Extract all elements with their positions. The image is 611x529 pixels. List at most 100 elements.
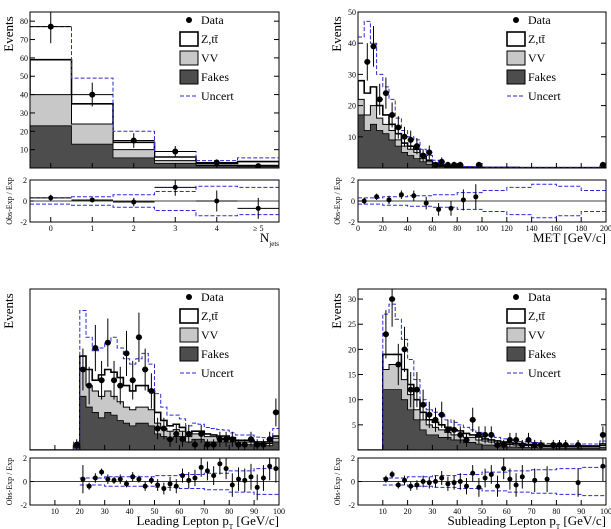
data-point — [469, 416, 476, 423]
ratio-point — [600, 463, 606, 469]
ratio-point — [383, 476, 389, 482]
x-tick-label: 40 — [453, 507, 461, 516]
data-point — [457, 431, 464, 438]
ratio-point — [386, 197, 392, 203]
x-tick-label: 40 — [126, 507, 134, 516]
x-tick-label: 70 — [200, 507, 208, 516]
ratio-point — [167, 481, 173, 487]
data-point — [506, 436, 513, 443]
data-point — [254, 441, 261, 448]
ratio-point — [155, 482, 161, 488]
legend-fakes-swatch — [179, 69, 199, 85]
data-point — [599, 431, 606, 438]
ratio-point — [273, 466, 279, 472]
ratio-point — [214, 198, 220, 204]
legend-label-uncert: Uncert — [528, 366, 561, 380]
ratio-point — [501, 466, 507, 472]
ratio-point — [229, 482, 235, 488]
ratio-band-lower — [358, 203, 606, 219]
data-point — [123, 350, 130, 357]
ratio-point — [267, 463, 273, 469]
ratio-point — [223, 466, 229, 472]
x-axis-label: Njets — [260, 230, 279, 248]
y-tick-label: 10 — [348, 396, 356, 405]
ratio-tick-label: 2 — [351, 454, 355, 463]
legend-label-total: Z,tt̄ — [201, 32, 219, 46]
y-tick-label: 20 — [348, 102, 356, 111]
data-point — [382, 331, 389, 338]
ratio-point — [254, 484, 260, 490]
data-point — [47, 23, 54, 30]
legend-label-data: Data — [201, 290, 224, 304]
data-point — [525, 436, 532, 443]
ratio-point — [92, 475, 98, 481]
ratio-point — [186, 477, 192, 483]
data-point — [537, 441, 544, 448]
data-point — [432, 416, 439, 423]
ratio-point — [420, 479, 426, 484]
y-tick-label: 20 — [348, 345, 356, 354]
ratio-point — [532, 477, 538, 483]
ratio-point — [136, 476, 142, 482]
data-point — [426, 411, 433, 418]
legend-fakes-swatch — [179, 346, 199, 362]
data-point — [475, 431, 482, 438]
y-tick-label: 5 — [352, 421, 356, 430]
fakes-histogram — [358, 389, 606, 450]
data-point — [463, 436, 470, 443]
data-point — [457, 161, 464, 168]
ratio-point — [398, 192, 404, 198]
x-tick-label: 4 — [215, 224, 219, 233]
ratio-plot-area — [358, 183, 606, 219]
data-point — [451, 161, 458, 168]
y-tick-label: 60 — [20, 54, 28, 63]
legend-data-marker — [513, 294, 519, 300]
data-point — [575, 441, 582, 448]
ratio-point — [470, 470, 476, 476]
legend-fakes-swatch — [506, 69, 526, 85]
legend-vv-swatch — [179, 50, 199, 66]
x-tick-label: 50 — [478, 507, 486, 516]
x-tick-label: 70 — [528, 507, 536, 516]
data-point — [401, 133, 408, 140]
legend-label-vv: VV — [528, 328, 546, 342]
ratio-point — [457, 479, 463, 484]
legend-label-data: Data — [528, 290, 551, 304]
x-tick-label: 60 — [175, 507, 183, 516]
data-point — [389, 111, 396, 118]
data-point — [216, 436, 223, 443]
ratio-tick-label: -2 — [348, 501, 355, 510]
ratio-tick-label: -2 — [348, 218, 355, 227]
x-tick-label: 60 — [503, 507, 511, 516]
data-point — [179, 436, 186, 443]
ratio-point — [105, 476, 111, 482]
ratio-point — [99, 469, 105, 475]
data-point — [210, 441, 217, 448]
legend-vv-swatch — [506, 50, 526, 66]
x-axis-label: Subleading Lepton pT [GeV/c] — [448, 513, 606, 529]
y-tick-label: 80 — [20, 17, 28, 26]
ratio-point — [148, 477, 154, 483]
ratio-point — [89, 197, 95, 203]
data-point — [73, 441, 80, 448]
data-point — [550, 441, 557, 448]
ratio-point — [575, 480, 581, 486]
legend-label-vv: VV — [201, 328, 219, 342]
ratio-plot-area — [30, 458, 279, 501]
data-point — [475, 161, 482, 168]
ratio-tick-label: -2 — [20, 218, 27, 227]
ratio-point — [414, 482, 420, 488]
ratio-band-upper — [79, 468, 279, 479]
data-point — [382, 90, 389, 97]
data-point — [173, 430, 180, 437]
legend-label-data: Data — [201, 13, 224, 27]
data-point — [241, 441, 248, 448]
data-point — [562, 441, 569, 448]
ratio-point — [117, 476, 123, 482]
y-tick-label: 15 — [348, 371, 356, 380]
ratio-point — [192, 475, 198, 481]
y-axis-label: Events — [1, 16, 16, 51]
data-point — [185, 430, 192, 437]
x-axis-label: Leading Lepton pT [GeV/c] — [136, 513, 279, 529]
